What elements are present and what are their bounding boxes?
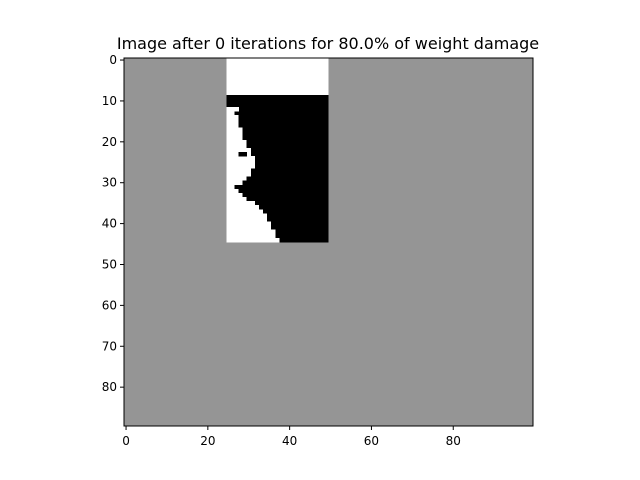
image-white-cell xyxy=(226,188,239,194)
image-black-cell xyxy=(250,147,329,153)
image-white-cell xyxy=(226,201,256,206)
image-black-cell xyxy=(250,172,329,177)
y-tick-label: 50 xyxy=(102,257,117,271)
image-white-cell xyxy=(226,147,252,153)
image-white-pixel xyxy=(234,107,239,112)
image-white-cell xyxy=(226,143,247,149)
image-white-cell xyxy=(226,139,247,145)
image-white-cell xyxy=(226,107,239,112)
x-tick-label: 80 xyxy=(446,434,461,448)
image-black-cell xyxy=(234,111,329,116)
image-plot xyxy=(124,58,533,426)
image-black-cell xyxy=(254,201,329,206)
y-axis: 0 10 20 30 40 50 60 70 80 xyxy=(102,53,124,394)
image-black-cell xyxy=(250,168,329,173)
image-white-cell xyxy=(226,156,256,161)
image-black-pixel xyxy=(238,152,243,157)
image-white-cell xyxy=(226,221,272,227)
image-white-cell xyxy=(226,115,239,120)
image-black-cell xyxy=(246,139,329,145)
image-black-cell xyxy=(254,164,329,169)
image-black-cell xyxy=(275,233,329,239)
image-black-cell xyxy=(271,225,329,231)
image-white-cell xyxy=(226,127,243,132)
image-white-cell xyxy=(226,119,239,124)
x-tick-label: 60 xyxy=(364,434,379,448)
image-black-cell xyxy=(242,192,329,198)
image-black-cell xyxy=(242,127,329,132)
image-white-cell xyxy=(226,180,243,186)
image-black-cell xyxy=(234,184,329,190)
image-black-pixel xyxy=(242,152,247,157)
image-black-cell xyxy=(238,115,329,120)
image-white-cell xyxy=(226,176,247,182)
image-black-cell xyxy=(254,160,329,165)
x-tick-label: 40 xyxy=(282,434,297,448)
y-tick-label: 80 xyxy=(102,380,117,394)
image-black-cell xyxy=(238,107,329,112)
image-white-cell xyxy=(226,205,260,210)
y-tick-label: 60 xyxy=(102,298,117,312)
image-black-cell xyxy=(267,217,329,222)
image-white-cell xyxy=(226,131,243,137)
y-tick-label: 20 xyxy=(102,135,117,149)
image-black-cell xyxy=(226,102,329,108)
image-white-pixel xyxy=(230,111,235,116)
image-white-cell xyxy=(226,229,276,235)
image-white-cell xyxy=(226,160,256,165)
y-tick-label: 40 xyxy=(102,217,117,231)
image-white-cell xyxy=(226,172,252,177)
image-black-cell xyxy=(238,188,329,194)
image-black-cell xyxy=(242,131,329,137)
image-white-cell xyxy=(226,197,247,202)
y-tick-label: 30 xyxy=(102,176,117,190)
image-white-band xyxy=(226,58,329,95)
chart-title: Image after 0 iterations for 80.0% of we… xyxy=(117,34,539,53)
image-white-cell xyxy=(226,164,256,169)
image-white-cell xyxy=(226,168,252,173)
image-black-cell xyxy=(238,119,329,124)
image-white-cell xyxy=(226,192,243,198)
y-tick-label: 10 xyxy=(102,94,117,108)
axes-frame xyxy=(123,57,534,427)
image-black-cell xyxy=(242,180,329,186)
image-black-cell xyxy=(275,229,329,235)
image-white-cell xyxy=(226,237,280,243)
image-black-cell xyxy=(271,221,329,227)
x-tick-label: 0 xyxy=(122,434,130,448)
image-white-cell xyxy=(226,225,272,231)
image-white-cell xyxy=(226,209,264,214)
image-black-cell xyxy=(279,237,329,243)
image-black-cell xyxy=(246,143,329,149)
image-white-cell xyxy=(226,217,268,222)
image-white-cell xyxy=(226,123,239,128)
image-black-cell xyxy=(267,213,329,218)
x-tick-label: 20 xyxy=(200,434,215,448)
image-black-cell xyxy=(238,123,329,128)
image-black-cell xyxy=(226,94,329,100)
image-black-cell xyxy=(263,209,329,214)
y-tick-label: 70 xyxy=(102,339,117,353)
y-tick-label: 0 xyxy=(109,53,117,67)
image-white-cell xyxy=(226,213,268,218)
image-black-cell xyxy=(242,135,329,141)
image-black-cell xyxy=(250,152,329,157)
image-white-cell xyxy=(226,233,276,239)
image-black-cell xyxy=(226,98,329,104)
image-black-cell xyxy=(246,197,329,202)
x-axis: 0 20 40 60 80 xyxy=(122,426,461,448)
image-white-cell xyxy=(226,184,235,190)
image-black-cell xyxy=(246,176,329,182)
image-black-cell xyxy=(254,156,329,161)
image-white-cell xyxy=(226,135,243,141)
image-black-cell xyxy=(258,205,329,210)
